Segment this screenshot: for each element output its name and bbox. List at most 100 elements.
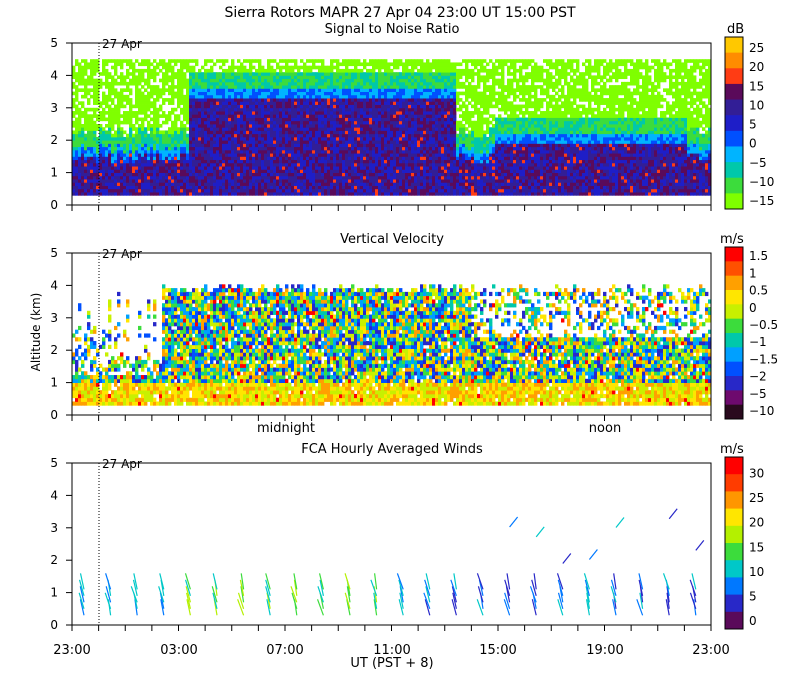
snr-cell xyxy=(381,188,385,193)
snr-cell xyxy=(198,182,202,186)
snr-cell xyxy=(405,153,409,157)
snr-cell xyxy=(312,72,316,76)
snr-cell xyxy=(135,91,139,96)
snr-cell xyxy=(393,94,397,99)
snr-cell xyxy=(336,62,340,67)
snr-cell xyxy=(366,117,370,122)
snr-cell xyxy=(192,166,196,170)
snr-cell xyxy=(87,175,91,180)
snr-cell xyxy=(186,98,190,102)
snr-cell xyxy=(420,98,424,102)
snr-cell xyxy=(276,88,280,92)
snr-cell xyxy=(426,185,430,190)
snr-cell xyxy=(300,59,304,63)
snr-cell xyxy=(159,179,163,183)
snr-cell xyxy=(276,107,280,112)
snr-cell xyxy=(72,162,76,167)
snr-cell xyxy=(393,78,397,83)
snr-cell xyxy=(300,98,304,102)
snr-cell xyxy=(159,68,163,73)
snr-cell xyxy=(384,101,388,105)
snr-cell xyxy=(351,162,355,167)
snr-cell xyxy=(327,75,331,80)
snr-cell xyxy=(444,101,448,105)
snr-cell xyxy=(333,169,337,173)
snr-cell xyxy=(372,81,376,86)
snr-cell xyxy=(240,149,244,154)
snr-cell xyxy=(258,120,262,125)
snr-cell xyxy=(297,166,301,170)
snr-cell xyxy=(393,98,397,102)
snr-cell xyxy=(450,91,454,96)
snr-cell xyxy=(387,124,391,128)
snr-cell xyxy=(300,114,304,118)
snr-cell xyxy=(111,153,115,157)
snr-cell xyxy=(324,65,328,70)
snr-cell xyxy=(312,149,316,154)
snr-cell xyxy=(195,98,199,102)
snr-cell xyxy=(129,107,133,112)
snr-cell xyxy=(102,117,106,122)
snr-cell xyxy=(399,188,403,193)
snr-cell xyxy=(186,182,190,186)
snr-cell xyxy=(417,120,421,125)
snr-cell xyxy=(309,124,313,128)
snr-cell xyxy=(330,159,334,164)
snr-cell xyxy=(126,101,130,105)
snr-cell xyxy=(108,114,112,118)
snr-cell xyxy=(354,104,358,109)
snr-cell xyxy=(72,136,76,141)
snr-cell xyxy=(249,133,253,138)
snr-cell xyxy=(219,156,223,161)
snr-cell xyxy=(408,162,412,167)
snr-cell xyxy=(213,143,217,148)
snr-cell xyxy=(75,78,79,83)
snr-cell xyxy=(291,124,295,128)
snr-cell xyxy=(237,149,241,154)
snr-cell xyxy=(129,98,133,102)
snr-cell xyxy=(348,111,352,115)
snr-cell xyxy=(165,114,169,118)
snr-cell xyxy=(126,111,130,115)
snr-cell xyxy=(411,153,415,157)
snr-cell xyxy=(303,172,307,177)
snr-cell xyxy=(99,104,103,109)
snr-cell xyxy=(150,101,154,105)
snr-cell xyxy=(159,133,163,138)
snr-cell xyxy=(141,107,145,112)
snr-cell xyxy=(384,175,388,180)
snr-cell xyxy=(333,120,337,125)
snr-cell xyxy=(282,143,286,148)
snr-cell xyxy=(381,72,385,76)
snr-cell xyxy=(126,120,130,125)
snr-cell xyxy=(354,91,358,96)
snr-cell xyxy=(282,81,286,86)
snr-cell xyxy=(441,156,445,161)
snr-cell xyxy=(399,192,403,196)
snr-cell xyxy=(321,149,325,154)
snr-cell xyxy=(147,98,151,102)
snr-cell xyxy=(255,85,259,89)
snr-cell xyxy=(429,111,433,115)
snr-cell xyxy=(384,111,388,115)
snr-cell xyxy=(252,179,256,183)
snr-cell xyxy=(237,117,241,122)
snr-cell xyxy=(318,182,322,186)
snr-cell xyxy=(288,124,292,128)
snr-cell xyxy=(201,188,205,193)
snr-cell xyxy=(417,166,421,170)
snr-cell xyxy=(123,94,127,99)
snr-cell xyxy=(393,133,397,138)
snr-cell xyxy=(414,156,418,161)
snr-cell xyxy=(141,75,145,80)
snr-cell xyxy=(144,192,148,196)
snr-cell xyxy=(180,75,184,80)
snr-cell xyxy=(294,140,298,144)
snr-cell xyxy=(408,156,412,161)
snr-cell xyxy=(417,81,421,86)
snr-cell xyxy=(447,62,451,67)
snr-cell xyxy=(144,179,148,183)
snr-cell xyxy=(198,156,202,161)
snr-cell xyxy=(207,117,211,122)
snr-cell xyxy=(345,140,349,144)
